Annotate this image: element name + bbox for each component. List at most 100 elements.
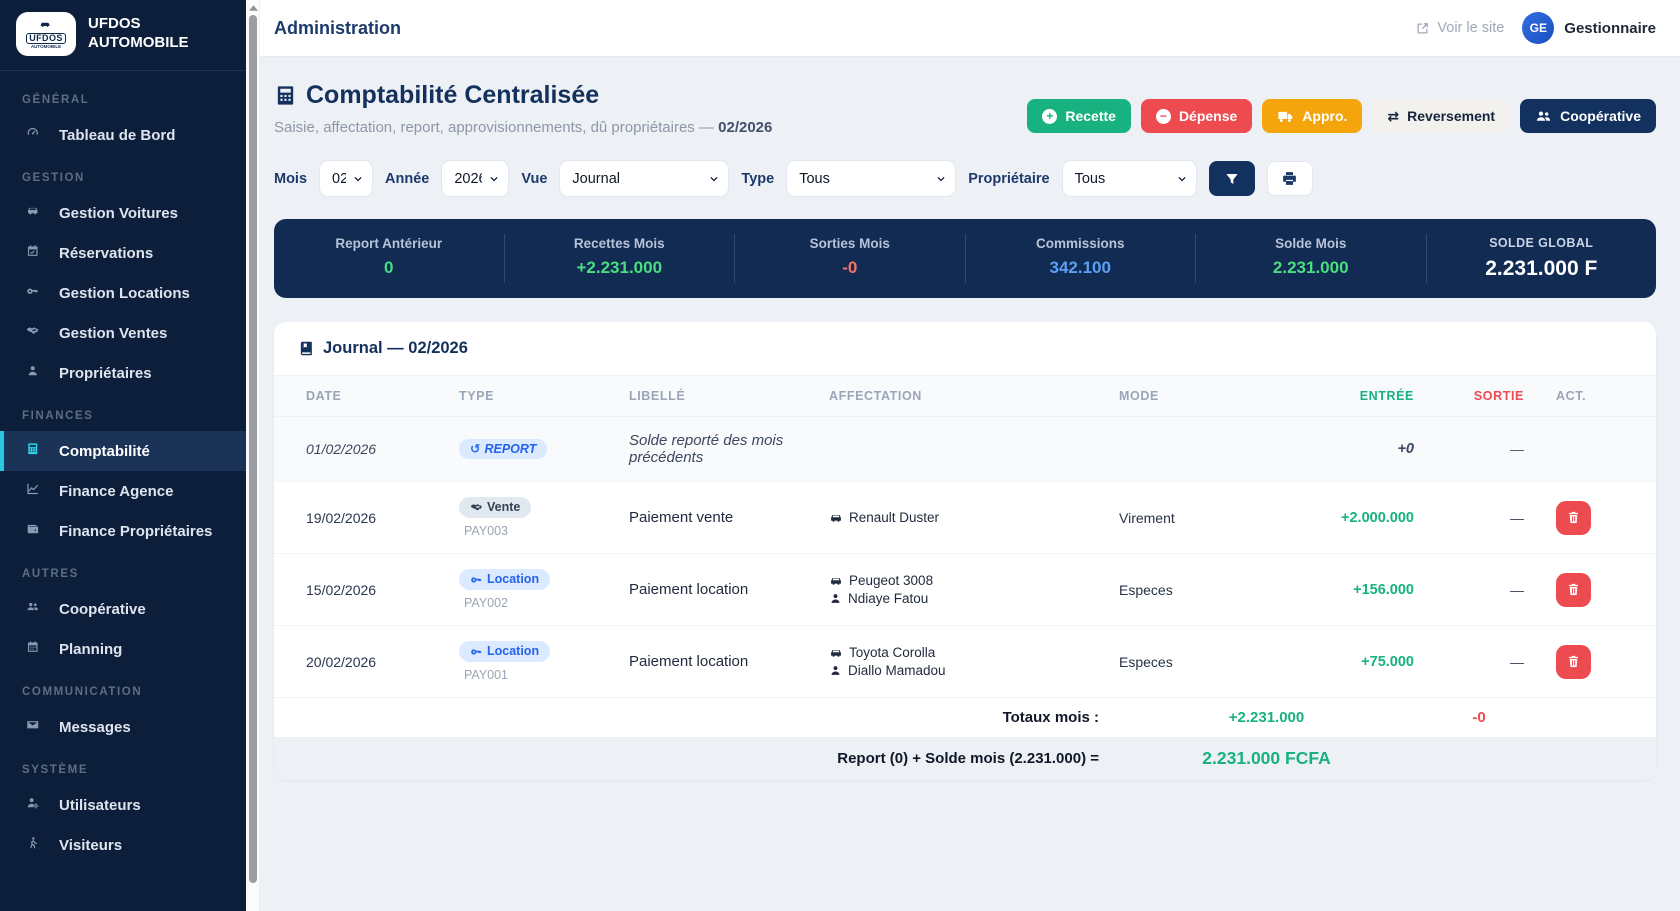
car-name: Toyota Corolla bbox=[849, 645, 936, 660]
affectation-car: Renault Duster bbox=[829, 510, 1099, 525]
sidebar-item-finance-proprietaires[interactable]: Finance Propriétaires bbox=[0, 511, 246, 551]
external-link-icon bbox=[1415, 21, 1430, 36]
row-affectation: Peugeot 3008 Ndiaye Fatou bbox=[819, 553, 1109, 626]
vertical-scrollbar[interactable] bbox=[246, 0, 260, 911]
chart-line-icon bbox=[26, 482, 44, 500]
summary-value: -0 bbox=[842, 258, 858, 277]
row-sortie: — bbox=[1510, 441, 1524, 457]
row-date: 19/02/2026 bbox=[274, 481, 449, 554]
transfer-arrows-icon: ⇄ bbox=[1387, 107, 1400, 124]
sidebar-item-label: Finance Propriétaires bbox=[59, 522, 213, 540]
nav-section-finances: FINANCES bbox=[22, 410, 94, 422]
col-affectation: AFFECTATION bbox=[819, 376, 1109, 417]
badge-label: REPORT bbox=[484, 441, 537, 456]
sidebar-nav: GÉNÉRAL Tableau de Bord GESTION Gestion … bbox=[0, 71, 246, 871]
sidebar-item-gestion-voitures[interactable]: Gestion Voitures bbox=[0, 193, 246, 233]
page-content: Comptabilité Centralisée Saisie, affecta… bbox=[260, 57, 1680, 804]
journal-card-header: Journal — 02/2026 bbox=[274, 322, 1656, 376]
row-mode: Virement bbox=[1109, 481, 1259, 554]
col-sortie: SORTIE bbox=[1424, 376, 1534, 417]
grand-total-spacer bbox=[1424, 737, 1534, 780]
header-actions: + Recette − Dépense Appro. ⇄ Reversement bbox=[1027, 99, 1656, 133]
vue-label: Vue bbox=[521, 170, 548, 187]
avatar: GE bbox=[1522, 12, 1555, 44]
col-act: ACT. bbox=[1534, 376, 1656, 417]
depense-label: Dépense bbox=[1178, 108, 1238, 124]
wallet-icon bbox=[26, 522, 44, 540]
payment-ref: PAY003 bbox=[464, 524, 509, 538]
sidebar-item-planning[interactable]: Planning bbox=[0, 629, 246, 669]
delete-button[interactable] bbox=[1556, 572, 1591, 607]
col-date: DATE bbox=[274, 376, 449, 417]
grand-total-value: 2.231.000 FCFA bbox=[1202, 748, 1331, 768]
summary-value: 0 bbox=[384, 258, 394, 277]
page-title: Comptabilité Centralisée bbox=[274, 81, 772, 110]
user-menu[interactable]: GE Gestionnaire bbox=[1522, 12, 1656, 44]
funnel-icon bbox=[1224, 171, 1240, 187]
type-select[interactable]: Tous bbox=[786, 160, 957, 197]
table-row: 19/02/2026 Vente PAY003 Paiement vente R… bbox=[274, 481, 1656, 554]
sidebar-item-label: Réservations bbox=[59, 244, 154, 262]
sidebar-item-reservations[interactable]: Réservations bbox=[0, 233, 246, 273]
cooperative-button[interactable]: Coopérative bbox=[1520, 99, 1656, 133]
sidebar-item-comptabilite[interactable]: Comptabilité bbox=[0, 431, 246, 471]
filter-button[interactable] bbox=[1208, 161, 1255, 196]
annee-label: Année bbox=[385, 170, 430, 187]
recette-button[interactable]: + Recette bbox=[1027, 99, 1131, 133]
sidebar-item-proprietaires[interactable]: Propriétaires bbox=[0, 353, 246, 393]
scrollbar-thumb[interactable] bbox=[249, 15, 257, 883]
depense-button[interactable]: − Dépense bbox=[1140, 99, 1253, 133]
sidebar-item-utilisateurs[interactable]: Utilisateurs bbox=[0, 785, 246, 825]
badge-label: Location bbox=[487, 572, 540, 587]
client-name: Diallo Mamadou bbox=[848, 663, 946, 678]
grand-total-spacer2 bbox=[1534, 737, 1656, 780]
scrollbar-up-arrow[interactable] bbox=[246, 1, 260, 14]
payment-ref: PAY001 bbox=[464, 668, 509, 682]
sidebar-item-label: Gestion Voitures bbox=[59, 204, 178, 222]
car-icon bbox=[26, 204, 44, 222]
sidebar-item-label: Messages bbox=[59, 718, 131, 736]
row-actions bbox=[1534, 553, 1656, 626]
topbar-right: Voir le site GE Gestionnaire bbox=[1415, 12, 1656, 44]
annee-select[interactable]: 2026 bbox=[441, 160, 510, 197]
reversement-button[interactable]: ⇄ Reversement bbox=[1372, 99, 1511, 133]
row-affectation: Toyota Corolla Diallo Mamadou bbox=[819, 625, 1109, 698]
key-icon bbox=[470, 573, 483, 586]
row-entree: +156.000 bbox=[1259, 553, 1424, 626]
sidebar-item-cooperative[interactable]: Coopérative bbox=[0, 589, 246, 629]
summary-solde-global: SOLDE GLOBAL 2.231.000 F bbox=[1425, 234, 1657, 283]
handshake-icon bbox=[26, 324, 44, 342]
summary-label: Sorties Mois bbox=[809, 236, 890, 251]
sidebar-item-messages[interactable]: Messages bbox=[0, 707, 246, 747]
calendar-check-icon bbox=[26, 244, 44, 262]
row-date: 20/02/2026 bbox=[274, 625, 449, 698]
mois-label: Mois bbox=[274, 170, 308, 187]
sidebar-item-tableau-de-bord[interactable]: Tableau de Bord bbox=[0, 115, 246, 155]
row-date: 01/02/2026 bbox=[306, 441, 377, 457]
vue-select[interactable]: Journal bbox=[559, 160, 730, 197]
delete-button[interactable] bbox=[1556, 644, 1591, 679]
table-row: 20/02/2026 Location PAY001 Paiement loca… bbox=[274, 625, 1656, 698]
history-icon: ↺ bbox=[470, 441, 481, 456]
row-sortie: — bbox=[1424, 553, 1534, 626]
proprietaire-select[interactable]: Tous bbox=[1061, 160, 1197, 197]
mois-select[interactable]: 02 bbox=[319, 160, 374, 197]
sidebar-item-gestion-locations[interactable]: Gestion Locations bbox=[0, 273, 246, 313]
brand-name: UFDOS AUTOMOBILE bbox=[88, 15, 189, 53]
summary-label: SOLDE GLOBAL bbox=[1489, 236, 1594, 250]
sidebar-item-visiteurs[interactable]: Visiteurs bbox=[0, 825, 246, 865]
main-area: Administration Voir le site GE Gestionna… bbox=[260, 0, 1680, 911]
row-type: ↺ REPORT bbox=[449, 417, 619, 482]
appro-button[interactable]: Appro. bbox=[1262, 99, 1363, 133]
calculator-icon bbox=[274, 84, 297, 107]
user-name: Gestionnaire bbox=[1564, 19, 1656, 37]
row-sortie: — bbox=[1424, 625, 1534, 698]
type-select-wrap: Tous bbox=[786, 160, 957, 197]
view-site-link[interactable]: Voir le site bbox=[1415, 20, 1504, 36]
delete-button[interactable] bbox=[1556, 500, 1591, 535]
sidebar-item-gestion-ventes[interactable]: Gestion Ventes bbox=[0, 313, 246, 353]
print-button[interactable] bbox=[1266, 161, 1313, 196]
cooperative-label: Coopérative bbox=[1560, 108, 1641, 124]
totals-entree: +2.231.000 bbox=[1109, 697, 1424, 737]
sidebar-item-finance-agence[interactable]: Finance Agence bbox=[0, 471, 246, 511]
